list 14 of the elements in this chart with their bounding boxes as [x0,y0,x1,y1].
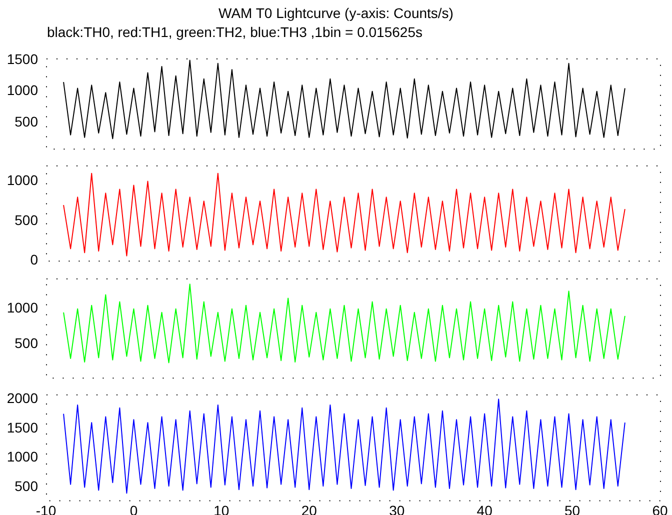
y-tick-label: 1500 [6,51,38,68]
y-tick-label: 0 [30,251,38,268]
y-tick-label: 1000 [6,172,38,188]
y-tick-label: 500 [14,335,38,352]
y-tick-label: 1000 [6,448,38,465]
y-tick-label: 1000 [6,82,38,98]
y-tick-label: 500 [14,478,38,494]
chart-title: WAM T0 Lightcurve (y-axis: Counts/s) [218,5,454,21]
y-tick-label: 500 [14,113,38,130]
y-tick-label: 500 [14,212,38,228]
chart-subtitle: black:TH0, red:TH1, green:TH2, blue:TH3 ,1bin = 0.015625s [47,24,422,40]
y-tick-label: 1500 [6,419,38,436]
y-tick-label: 1000 [6,300,38,316]
y-tick-label: 2000 [6,390,38,406]
